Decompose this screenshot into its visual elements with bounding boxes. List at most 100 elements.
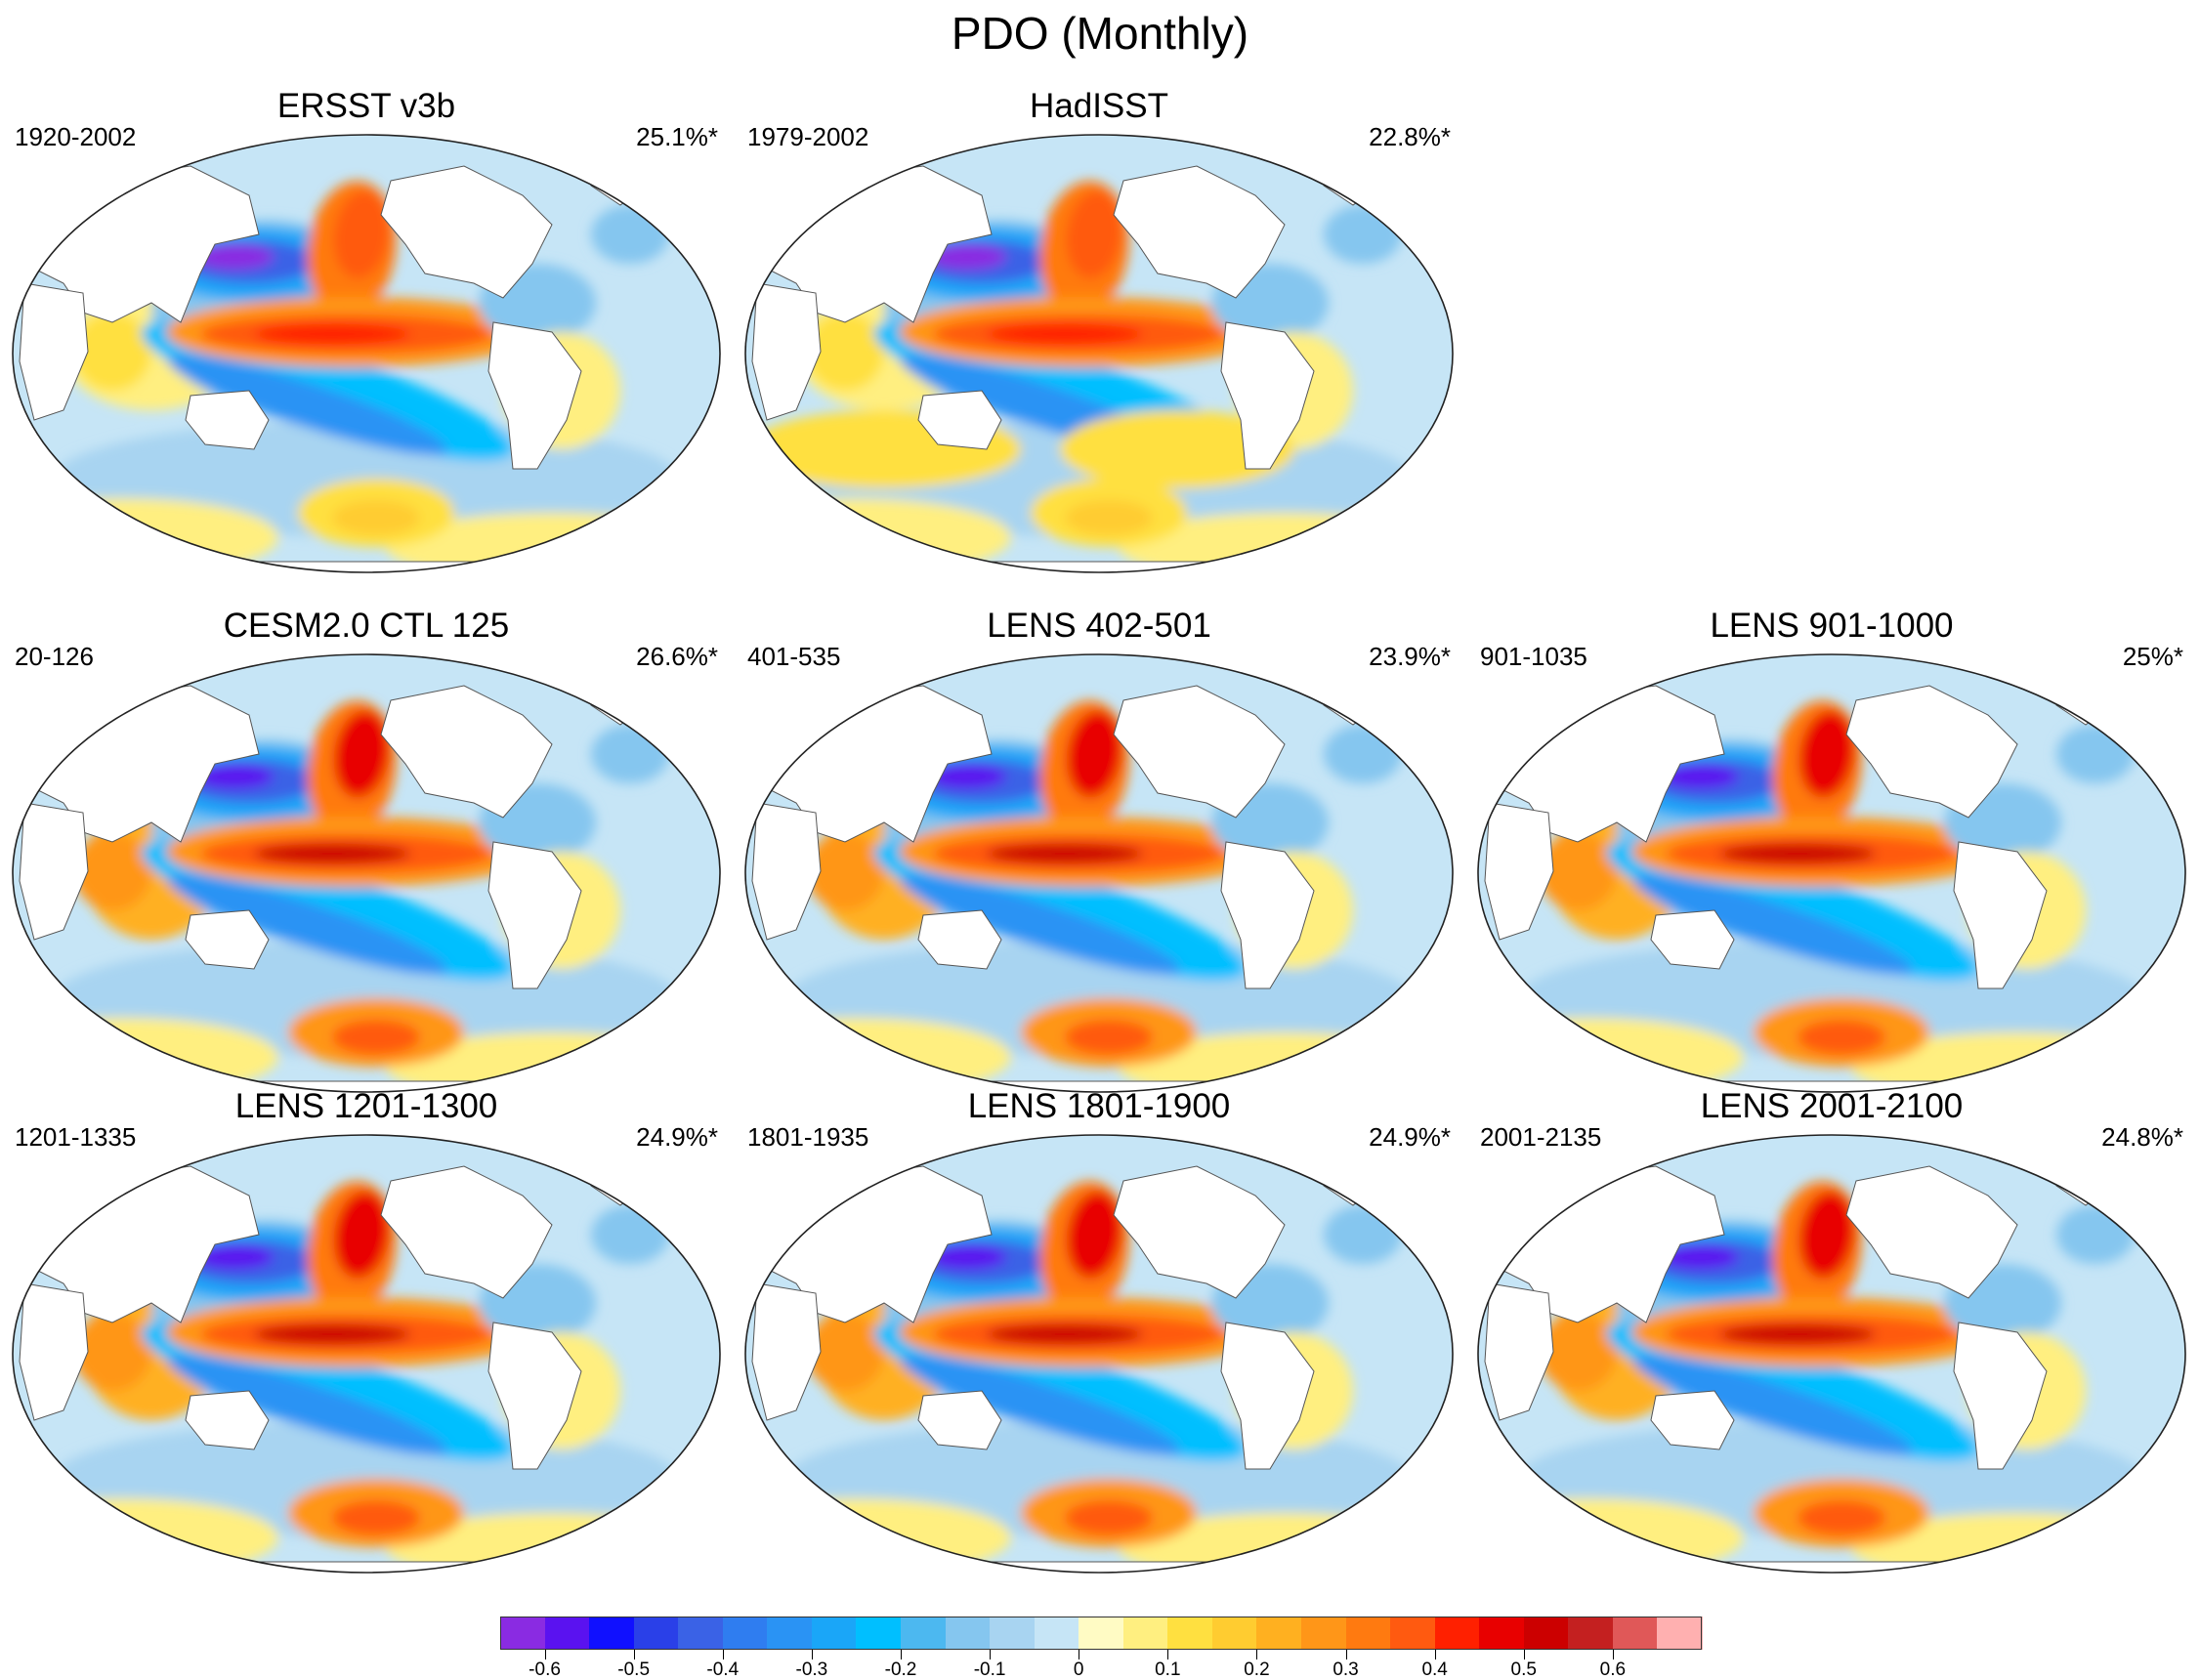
- panel-period: 1201-1335: [15, 1122, 137, 1152]
- map-panel: LENS 901-1000 901-1035 25%*: [1470, 606, 2193, 1094]
- panel-period: 2001-2135: [1480, 1122, 1602, 1152]
- panel-title: LENS 2001-2100: [1700, 1087, 1964, 1125]
- panel-variance: 24.9%*: [636, 1122, 718, 1152]
- colorbar-tick: [722, 1650, 724, 1659]
- colorbar-swatch: [1479, 1617, 1525, 1650]
- colorbar-tick: [901, 1650, 902, 1659]
- colorbar-tick-label: 0.5: [1510, 1659, 1537, 1680]
- colorbar-tick-label: -0.6: [529, 1659, 561, 1680]
- world-map: [5, 647, 728, 1094]
- colorbar-tick-label: 0.4: [1421, 1659, 1448, 1680]
- colorbar-tick-label: -0.3: [795, 1659, 828, 1680]
- world-map: [1470, 1127, 2193, 1575]
- colorbar-swatch: [856, 1617, 902, 1650]
- colorbar-swatch: [678, 1617, 724, 1650]
- panel-title: CESM2.0 CTL 125: [223, 607, 510, 645]
- figure-title: PDO (Monthly): [951, 8, 1249, 59]
- colorbar-swatch: [1657, 1617, 1703, 1650]
- colorbar-tick-label: 0.1: [1155, 1659, 1181, 1680]
- world-map: [738, 1127, 1460, 1575]
- colorbar-tick: [633, 1650, 635, 1659]
- panel-variance: 22.8%*: [1369, 122, 1451, 151]
- panel-variance: 26.6%*: [636, 642, 718, 671]
- colorbar-tick: [1434, 1650, 1436, 1659]
- panel-variance: 24.9%*: [1369, 1122, 1451, 1152]
- colorbar-swatch: [1301, 1617, 1347, 1650]
- panel-period: 1979-2002: [747, 122, 869, 151]
- panel-period: 1920-2002: [15, 122, 137, 151]
- panel-variance: 24.8%*: [2101, 1122, 2183, 1152]
- colorbar-tick-label: -0.1: [973, 1659, 1006, 1680]
- colorbar-swatch: [1612, 1617, 1659, 1650]
- colorbar-tick-label: -0.2: [884, 1659, 917, 1680]
- colorbar-tick: [544, 1650, 546, 1659]
- panel-period: 1801-1935: [747, 1122, 869, 1152]
- colorbar-tick-label: 0.2: [1244, 1659, 1270, 1680]
- map-svg: [744, 653, 1454, 1093]
- panel-title: LENS 1801-1900: [967, 1087, 1231, 1125]
- panel-title: LENS 901-1000: [1710, 607, 1954, 645]
- world-map: [738, 127, 1460, 574]
- colorbar: [500, 1617, 1703, 1659]
- colorbar-swatch: [633, 1617, 679, 1650]
- map-panel: LENS 1801-1900 1801-1935 24.9%*: [738, 1086, 1460, 1575]
- map-svg: [1477, 1134, 2186, 1574]
- colorbar-swatch: [767, 1617, 813, 1650]
- map-panel: LENS 402-501 401-535 23.9%*: [738, 606, 1460, 1094]
- colorbar-swatch: [1345, 1617, 1391, 1650]
- map-svg: [744, 134, 1454, 573]
- colorbar-swatch: [1034, 1617, 1079, 1650]
- panel-period: 401-535: [747, 642, 841, 671]
- panel-period: 20-126: [15, 642, 94, 671]
- colorbar-tick: [1345, 1650, 1347, 1659]
- map-panel: LENS 2001-2100 2001-2135 24.8%*: [1470, 1086, 2193, 1575]
- panel-variance: 25%*: [2122, 642, 2183, 671]
- world-map: [1470, 647, 2193, 1094]
- colorbar-swatch: [1211, 1617, 1258, 1650]
- colorbar-tick: [1167, 1650, 1169, 1659]
- world-map: [738, 647, 1460, 1094]
- panel-title: LENS 1201-1300: [234, 1087, 498, 1125]
- map-panel: HadISST 1979-2002 22.8%*: [738, 86, 1460, 574]
- map-panel: LENS 1201-1300 1201-1335 24.9%*: [5, 1086, 728, 1575]
- world-map: [5, 127, 728, 574]
- colorbar-tick: [990, 1650, 992, 1659]
- map-svg: [744, 1134, 1454, 1574]
- colorbar-swatch: [1434, 1617, 1480, 1650]
- colorbar-tick: [1612, 1650, 1614, 1659]
- map-svg: [12, 134, 721, 573]
- colorbar-swatch: [589, 1617, 635, 1650]
- colorbar-swatch: [1568, 1617, 1614, 1650]
- colorbar-tick-label: 0: [1073, 1659, 1084, 1680]
- map-panel: ERSST v3b 1920-2002 25.1%*: [5, 86, 728, 574]
- map-svg: [1477, 653, 2186, 1093]
- panel-title: ERSST v3b: [276, 87, 456, 125]
- panel-title: LENS 402-501: [987, 607, 1211, 645]
- colorbar-swatch: [544, 1617, 590, 1650]
- colorbar-swatch: [1079, 1617, 1124, 1650]
- colorbar-swatch: [901, 1617, 947, 1650]
- colorbar-swatch: [500, 1617, 546, 1650]
- colorbar-tick-label: -0.4: [706, 1659, 740, 1680]
- colorbar-tick-label: 0.6: [1599, 1659, 1627, 1680]
- colorbar-swatch: [1523, 1617, 1569, 1650]
- map-panel: CESM2.0 CTL 125 20-126 26.6%*: [5, 606, 728, 1094]
- colorbar-tick-label: 0.3: [1333, 1659, 1359, 1680]
- colorbar-tick-label: -0.5: [617, 1659, 651, 1680]
- world-map: [5, 1127, 728, 1575]
- panel-variance: 25.1%*: [636, 122, 718, 151]
- colorbar-swatch: [1122, 1617, 1168, 1650]
- colorbar-swatch: [1390, 1617, 1436, 1650]
- panel-period: 901-1035: [1480, 642, 1587, 671]
- colorbar-swatch: [945, 1617, 991, 1650]
- colorbar-swatch: [722, 1617, 768, 1650]
- colorbar-swatch: [1256, 1617, 1302, 1650]
- colorbar-swatch: [1167, 1617, 1213, 1650]
- panel-variance: 23.9%*: [1369, 642, 1451, 671]
- colorbar-tick: [1523, 1650, 1525, 1659]
- map-svg: [12, 1134, 721, 1574]
- colorbar-tick: [811, 1650, 813, 1659]
- colorbar-swatch: [990, 1617, 1036, 1650]
- colorbar-swatch: [811, 1617, 858, 1650]
- panel-title: HadISST: [1030, 87, 1168, 125]
